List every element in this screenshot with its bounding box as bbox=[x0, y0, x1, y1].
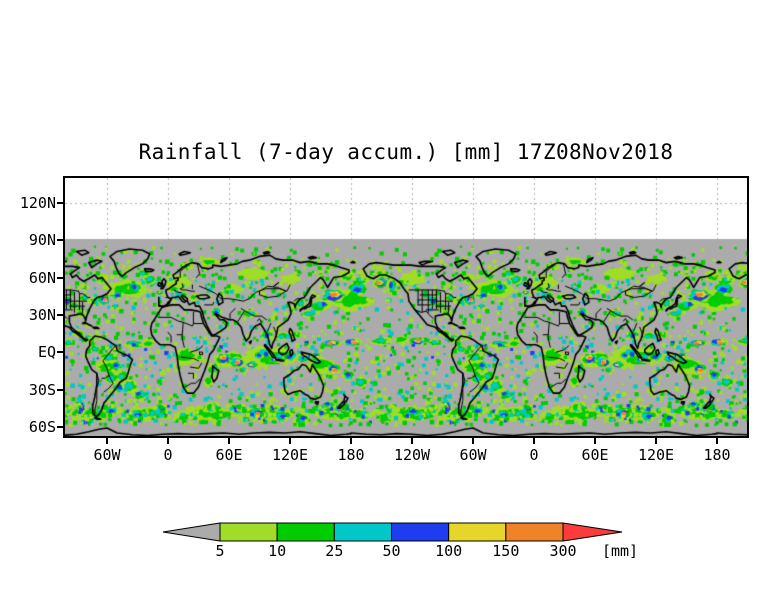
lat-label: 60N bbox=[28, 268, 56, 287]
colorbar-value: 100 bbox=[435, 542, 463, 560]
lat-tick bbox=[57, 313, 64, 316]
lon-label: 120E bbox=[637, 446, 675, 464]
lon-tick bbox=[716, 437, 718, 444]
lon-tick bbox=[655, 437, 657, 444]
lon-tick bbox=[350, 437, 352, 444]
colorbar-bar bbox=[162, 522, 623, 542]
colorbar-band bbox=[505, 522, 564, 542]
lon-label: 60E bbox=[581, 446, 609, 464]
lon-label: 60W bbox=[459, 446, 487, 464]
lon-tick bbox=[472, 437, 474, 444]
plot-title: Rainfall (7-day accum.) [mm] 17Z08Nov201… bbox=[138, 140, 674, 164]
colorbar-value: 25 bbox=[325, 542, 344, 560]
colorbar-band bbox=[219, 522, 278, 542]
lat-tick bbox=[57, 276, 64, 279]
lon-tick bbox=[289, 437, 291, 444]
lon-label: 180 bbox=[703, 446, 731, 464]
lat-tick bbox=[57, 388, 64, 391]
lon-tick bbox=[228, 437, 230, 444]
colorbar-band bbox=[276, 522, 335, 542]
lon-label: 120W bbox=[393, 446, 431, 464]
colorbar-value: 10 bbox=[268, 542, 287, 560]
colorbar-band bbox=[391, 522, 450, 542]
lon-tick bbox=[106, 437, 108, 444]
lon-label: 0 bbox=[529, 446, 539, 464]
lon-label: 120E bbox=[271, 446, 309, 464]
lon-label: 180 bbox=[337, 446, 365, 464]
colorbar-unit: [mm] bbox=[601, 542, 639, 560]
lon-label: 60W bbox=[93, 446, 121, 464]
lon-tick bbox=[167, 437, 169, 444]
world-rainfall-map bbox=[65, 178, 747, 436]
colorbar-band bbox=[448, 522, 507, 542]
lat-tick bbox=[57, 202, 64, 204]
plot-frame bbox=[63, 176, 749, 438]
colorbar-value: 300 bbox=[549, 542, 577, 560]
colorbar-arrow-high bbox=[562, 522, 623, 542]
lon-label: 0 bbox=[163, 446, 173, 464]
lat-label: 30N bbox=[28, 305, 56, 324]
colorbar-band bbox=[333, 522, 392, 542]
colorbar-value: 50 bbox=[382, 542, 401, 560]
lon-tick bbox=[533, 437, 535, 444]
lat-label: 60S bbox=[28, 417, 56, 436]
lon-tick bbox=[594, 437, 596, 444]
lat-tick bbox=[57, 425, 64, 428]
colorbar-arrow-low bbox=[162, 522, 221, 542]
lon-label: 60E bbox=[215, 446, 243, 464]
lat-tick bbox=[57, 239, 64, 242]
lon-tick bbox=[411, 437, 413, 444]
lat-label: 120N bbox=[19, 194, 56, 212]
colorbar-value: 150 bbox=[492, 542, 520, 560]
lat-tick bbox=[57, 351, 64, 354]
lat-label: 90N bbox=[28, 231, 56, 250]
lat-label: 30S bbox=[28, 380, 56, 399]
colorbar-value: 5 bbox=[215, 542, 225, 560]
lat-label: EQ bbox=[37, 343, 56, 362]
